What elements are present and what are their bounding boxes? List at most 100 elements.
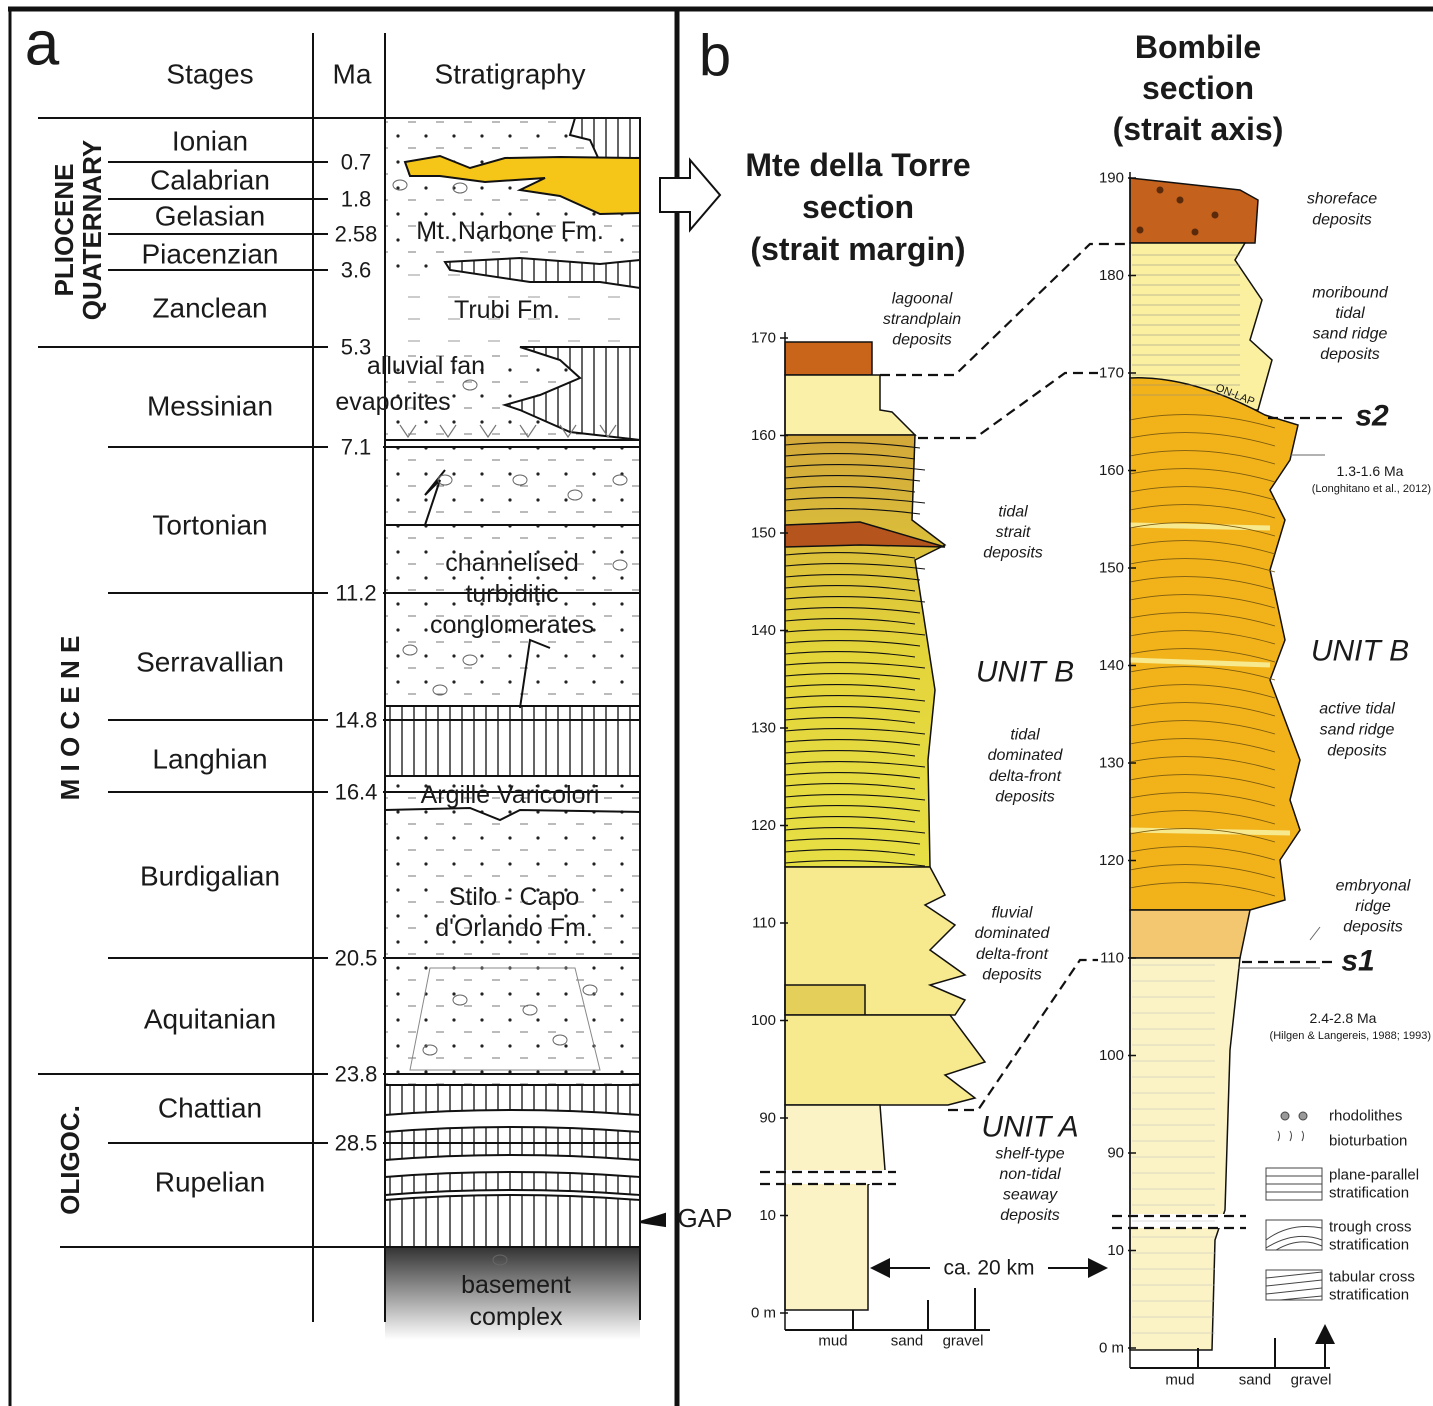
annotation: deposits [983,545,1043,562]
annotation: ridge [1355,898,1391,915]
y-tick-label: 140 [751,622,776,639]
age-label: 7.1 [341,435,372,460]
annotation: shoreface [1307,191,1377,208]
annotation: non-tidal [999,1166,1061,1183]
formation-label: Stilo - Capo [449,883,580,911]
column-header: Ma [333,59,372,90]
era-label: PLIOCENE [49,164,79,297]
y-tick-label: 120 [751,817,776,834]
annotation: strandplain [883,311,961,328]
y-tick-label: 130 [751,720,776,737]
age-label: 1.8 [341,187,372,212]
annotation: embryonal [1336,878,1411,895]
panel-label: b [699,24,731,89]
y-tick-label: 90 [1107,1145,1124,1162]
section-title: (strait axis) [1113,111,1284,147]
stage-name: Tortonian [152,510,267,541]
y-tick-label: 130 [1099,755,1124,772]
y-tick-label: 150 [751,525,776,542]
distance-label: ca. 20 km [943,1257,1034,1280]
annotation: tidal [1335,305,1365,322]
annotation: tidal [998,504,1028,521]
annotation: sand ridge [1313,326,1388,343]
annotation: deposits [1312,212,1372,229]
x-axis-label: mud [1165,1372,1194,1389]
y-tick-label: 110 [752,915,776,932]
age-label: 23.8 [335,1062,378,1087]
annotation: UNIT B [1311,635,1409,668]
y-tick-label: 100 [1099,1047,1124,1064]
annotation: delta-front [976,946,1049,963]
formation-label: turbiditic [465,580,558,608]
y-tick-label: 0 m [751,1305,776,1322]
legend-label: stratification [1329,1185,1409,1202]
annotation: deposits [1343,919,1403,936]
era-label: OLIGOC. [55,1105,85,1215]
stage-name: Piacenzian [142,239,279,270]
era-label: M I O C E N E [55,636,85,801]
legend-label: plane-parallel [1329,1167,1419,1184]
y-tick-label: 100 [751,1012,776,1029]
annotation: seaway [1003,1187,1058,1204]
section-title: Mte della Torre [745,147,970,183]
rhodolith [1137,227,1144,234]
y-tick-label: 10 [1107,1242,1124,1259]
figure: aStagesMaStratigraphyPLIOCENEQUATERNARYM… [0,0,1433,1406]
rhodolith [1177,197,1184,204]
annotation: sand ridge [1320,722,1395,739]
stage-name: Serravallian [136,647,284,678]
legend-label: tabular cross [1329,1269,1415,1286]
annotation: strait [996,524,1031,541]
formation-label: channelised [445,549,578,577]
stage-name: Rupelian [155,1167,266,1198]
stage-name: Calabrian [150,165,270,196]
section-title: Bombile [1135,29,1261,65]
y-tick-label: 120 [1099,852,1124,869]
annotation: moribound [1312,285,1389,302]
stage-name: Chattian [158,1093,262,1124]
surface-label: s1 [1341,945,1374,978]
formation-label: conglomerates [430,611,594,639]
age-label: 2.58 [335,222,378,247]
rhodolith [1192,229,1199,236]
section-title: section [802,189,914,225]
rhodolith [1212,212,1219,219]
legend-label: trough cross [1329,1219,1412,1236]
formation-label: evaporites [335,388,450,416]
age-label: 14.8 [335,708,378,733]
y-tick-label: 190 [1099,170,1124,187]
y-tick-label: 110 [1100,950,1124,967]
y-tick-label: 0 m [1099,1340,1124,1357]
formation-label: complex [469,1303,563,1331]
annotation: deposits [995,789,1055,806]
stage-name: Messinian [147,391,273,422]
age-label: 0.7 [341,150,372,175]
section-title: (strait margin) [750,231,965,267]
x-axis-label: gravel [943,1333,984,1350]
annotation: deposits [1000,1207,1060,1224]
x-axis-label: sand [1239,1372,1272,1389]
legend-label: rhodolithes [1329,1108,1402,1125]
formation-label: d'Orlando Fm. [435,914,593,942]
stage-name: Ionian [172,126,248,157]
age-label: 11.2 [335,581,376,606]
age-label: 3.6 [341,258,372,283]
rhodolith [1157,187,1164,194]
y-tick-label: 160 [751,427,776,444]
y-tick-label: 10 [759,1207,776,1224]
y-tick-label: 140 [1099,657,1124,674]
column-header: Stages [166,59,253,90]
column-header: Stratigraphy [435,59,586,90]
x-axis-label: gravel [1291,1372,1332,1389]
age-label: 28.5 [335,1131,378,1156]
y-tick-label: 170 [1099,365,1124,382]
section-title: section [1142,70,1254,106]
y-tick-label: 180 [1099,267,1124,284]
surface-label: s2 [1355,400,1389,433]
annotation: shelf-type [995,1146,1064,1163]
stage-name: Zanclean [152,293,267,324]
y-tick-label: 170 [751,330,776,347]
annotation: deposits [892,332,952,349]
age-label: 20.5 [335,946,378,971]
y-tick-label: 90 [759,1110,776,1127]
